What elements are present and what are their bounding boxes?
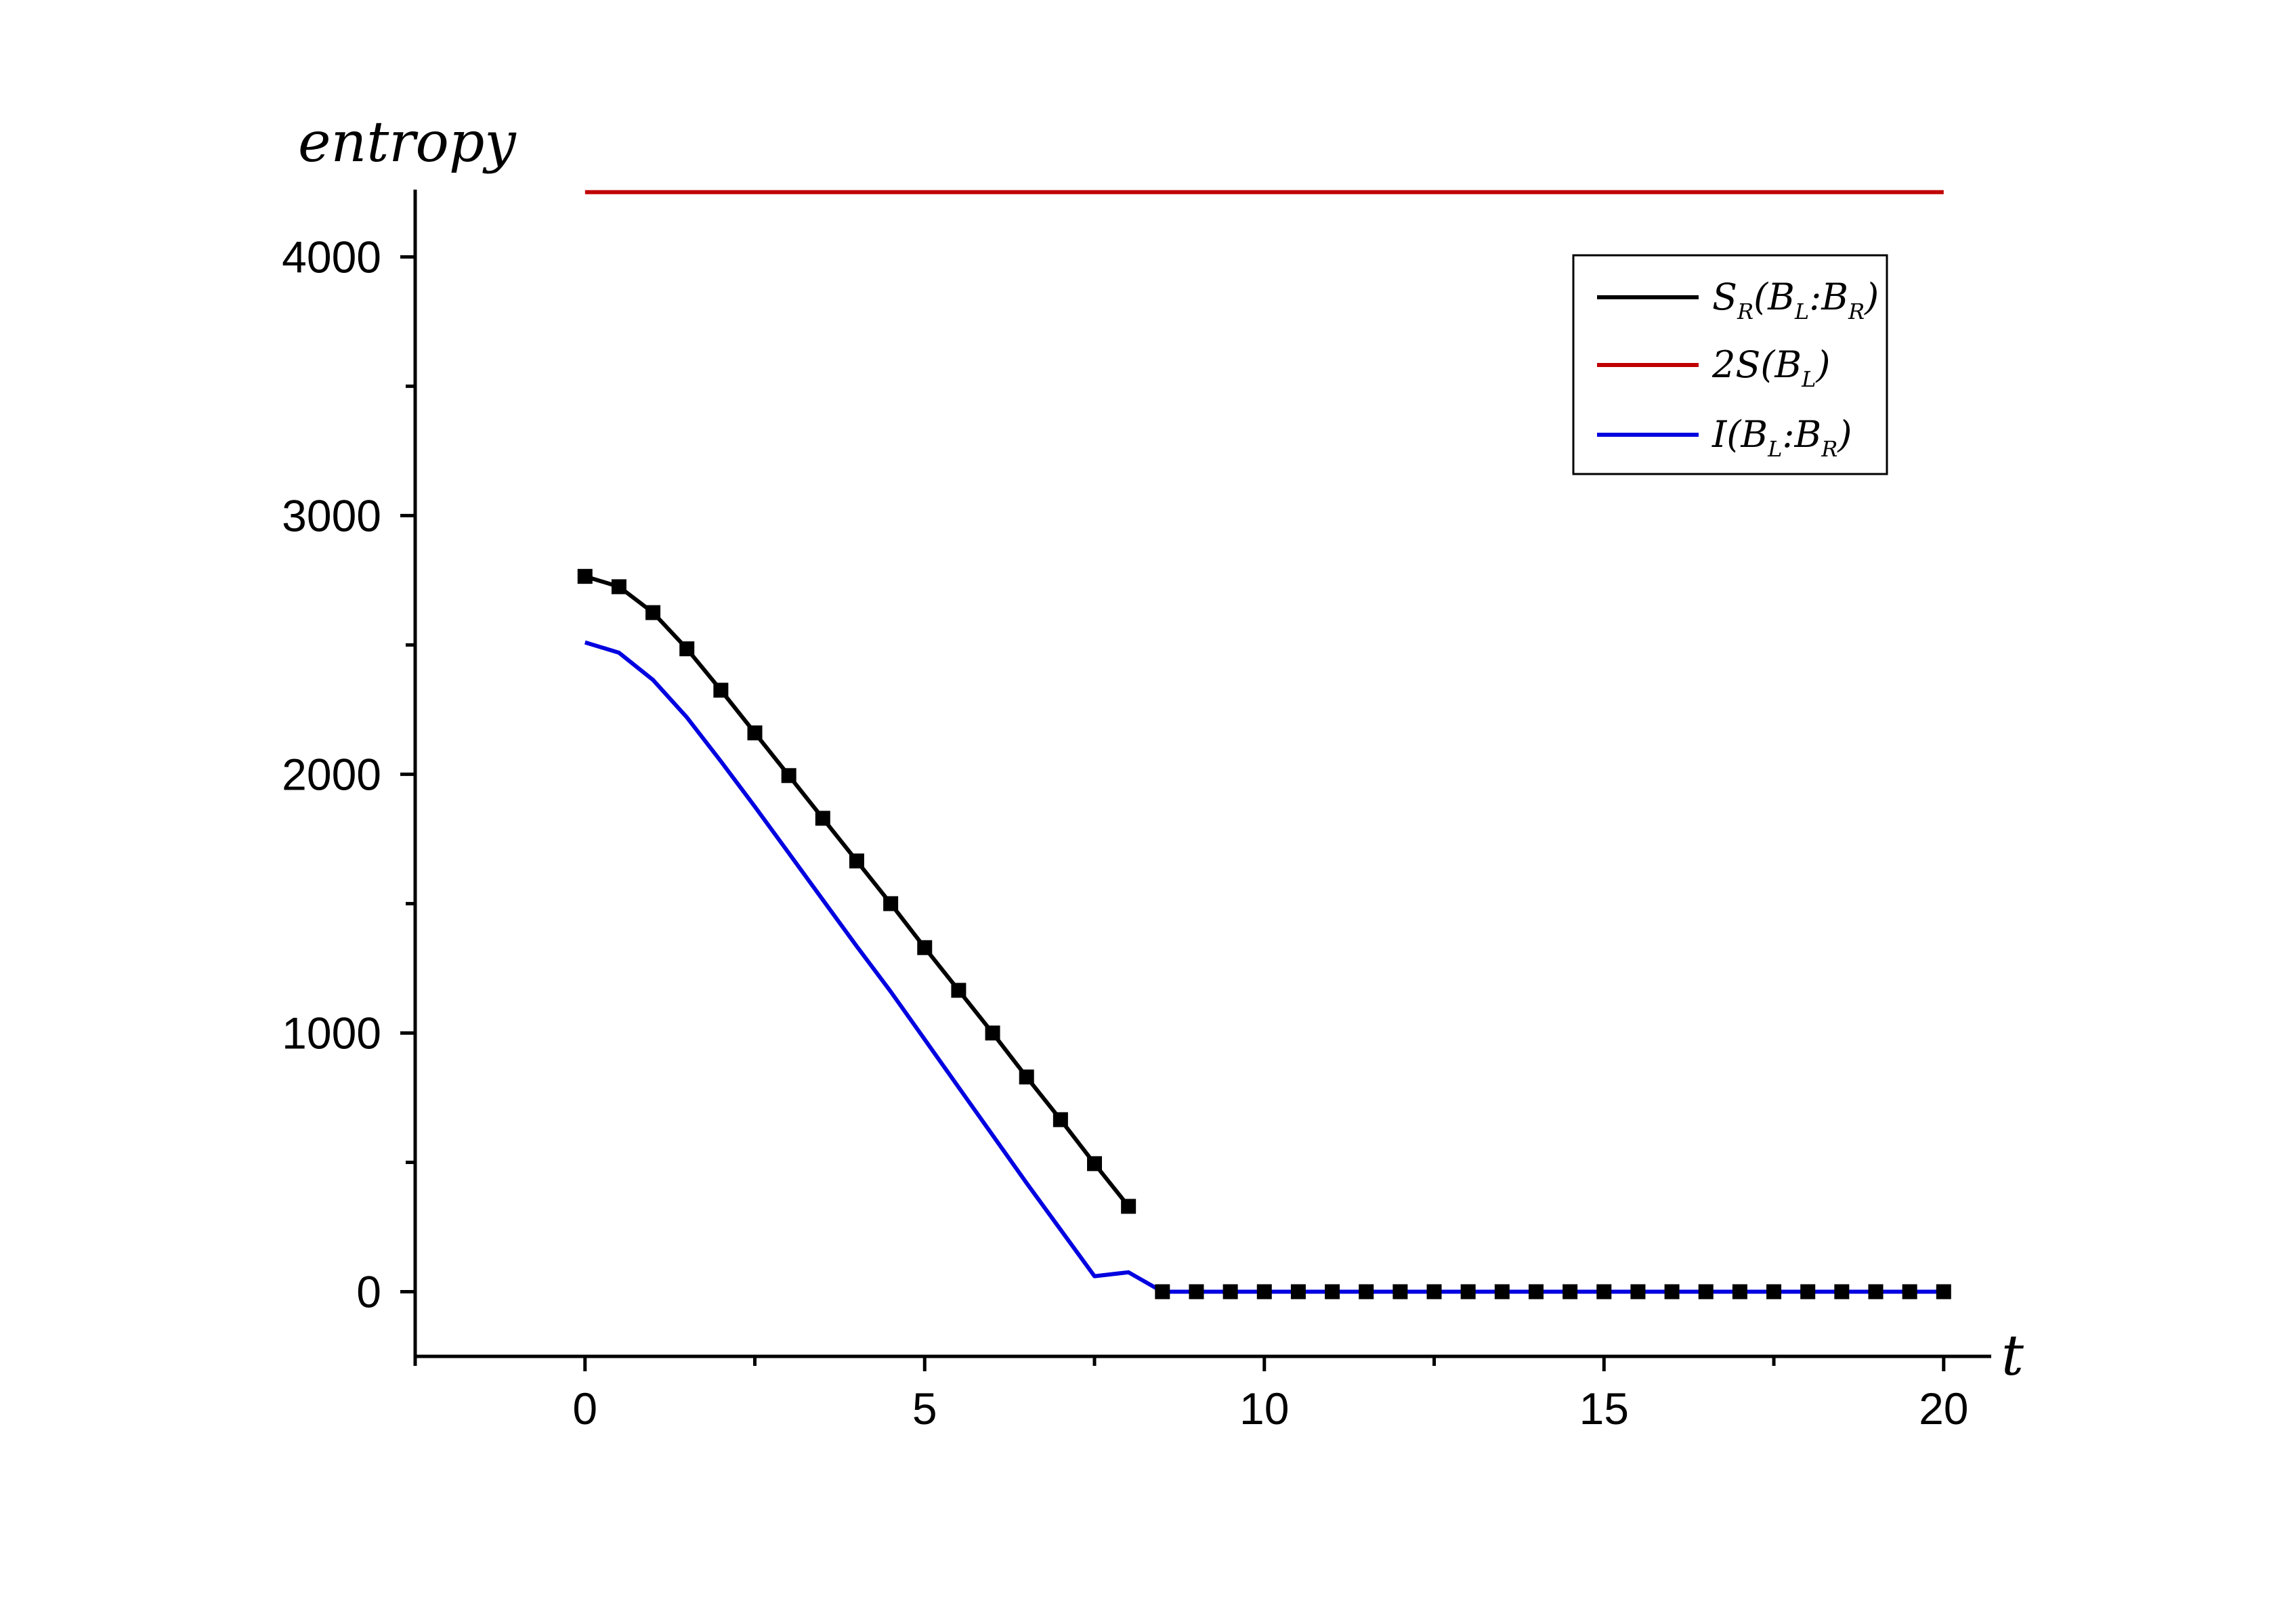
y-tick-label: 4000 [282,232,381,282]
data-point-SR [815,811,830,826]
data-point-SR [1325,1284,1340,1299]
legend-subscript: R [1737,299,1753,324]
data-point-SR [1630,1284,1646,1299]
legend-subscript: L [1794,299,1809,324]
data-point-SR [1494,1284,1510,1299]
data-point-SR [1460,1284,1476,1299]
y-axis-title: entropy [298,110,517,175]
legend-label-2S: 2S(BL) [1712,343,1830,392]
data-point-SR [781,768,796,783]
data-point-SR [1562,1284,1578,1299]
legend-text-part: ) [1837,413,1852,456]
data-point-SR [747,725,763,741]
y-tick-label: 2000 [282,749,381,799]
legend-subscript: R [1848,299,1865,324]
data-point-SR [1426,1284,1442,1299]
data-point-SR [917,940,933,955]
legend-text-part: ) [1815,343,1830,386]
x-tick-label: 15 [1579,1383,1629,1434]
data-point-SR [1902,1284,1917,1299]
y-axis: 0 1000 2000 3000 4000 [282,190,417,1356]
plot-area [577,190,1951,1299]
legend: SR(BL:BR)2S(BL)I(BL:BR) [1572,254,1888,475]
legend-text-part: 2S(B [1712,343,1802,386]
legend-text-part: (B [1753,276,1795,318]
data-point-SR [1053,1112,1068,1127]
series-line-SR [584,574,1130,1208]
x-tick-label: 5 [912,1383,937,1434]
data-point-SR [611,579,626,595]
legend-text-part: :B [1782,413,1821,456]
x-tick-label: 10 [1239,1383,1289,1434]
x-tick-label: 20 [1919,1383,1968,1434]
legend-text-part: S [1712,276,1737,318]
data-point-SR [1087,1156,1103,1172]
y-tick-label: 0 [356,1266,381,1316]
data-point-SR [1290,1284,1306,1299]
data-point-SR [1698,1284,1714,1299]
data-point-SR [1766,1284,1782,1299]
legend-text-part: I(B [1712,413,1768,456]
x-axis-title: t [2001,1324,2024,1388]
data-point-SR [1936,1284,1951,1299]
y-tick-label: 1000 [282,1008,381,1058]
data-point-SR [985,1025,1000,1041]
legend-label-I: I(BL:BR) [1712,413,1852,462]
data-point-SR [713,683,729,698]
series-I [584,640,1944,1294]
data-point-SR [1189,1284,1204,1299]
data-point-SR [1121,1199,1136,1214]
y-tick-label: 3000 [282,490,381,540]
data-point-SR [1256,1284,1272,1299]
markers-SR [577,569,1951,1299]
data-point-SR [1732,1284,1747,1299]
legend-label-SR: SR(BL:BR) [1712,276,1879,324]
series-line-I [584,640,1944,1294]
x-axis: 0 5 10 15 20 [413,1354,1991,1434]
data-point-SR [1528,1284,1544,1299]
data-point-SR [1800,1284,1816,1299]
x-tick-label: 0 [572,1383,597,1434]
data-point-SR [577,569,593,584]
data-point-SR [1019,1069,1034,1085]
series-SR [584,574,1944,1294]
legend-subscript: R [1821,436,1837,462]
data-point-SR [849,853,864,869]
data-point-SR [679,641,695,657]
data-point-SR [1868,1284,1884,1299]
legend-text-part: ) [1864,276,1879,318]
data-point-SR [1664,1284,1680,1299]
data-point-SR [1155,1284,1170,1299]
legend-subscript: L [1801,366,1816,392]
data-point-SR [1834,1284,1850,1299]
legend-subscript: L [1767,436,1782,462]
data-point-SR [1359,1284,1374,1299]
data-point-SR [1223,1284,1238,1299]
data-point-SR [1596,1284,1612,1299]
legend-text-part: :B [1809,276,1848,318]
data-point-SR [883,896,899,911]
data-point-SR [645,605,661,620]
data-point-SR [951,983,966,998]
data-point-SR [1393,1284,1408,1299]
